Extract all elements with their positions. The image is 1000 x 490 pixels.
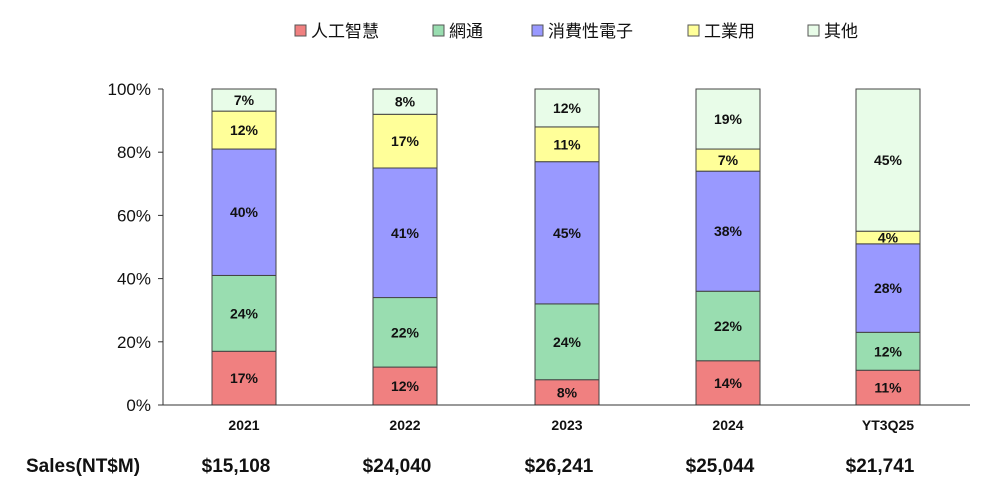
- legend-label: 人工智慧: [311, 22, 379, 42]
- bar-segment: [534, 88, 600, 128]
- sales-value: $21,741: [846, 456, 915, 477]
- y-tick-label: 80%: [117, 143, 151, 162]
- data-label: 7%: [234, 92, 255, 108]
- x-tick-label: 2021: [228, 417, 259, 433]
- bar-segment: [372, 88, 438, 115]
- bar-segment: [695, 170, 761, 292]
- y-tick-label: 0%: [126, 396, 151, 415]
- data-label: 38%: [714, 223, 743, 239]
- data-label: 4%: [878, 230, 899, 246]
- data-label: 7%: [718, 152, 739, 168]
- data-label: 45%: [553, 225, 582, 241]
- legend: 人工智慧 網通 消費性電子 工業用 其他: [294, 22, 858, 42]
- bar-segment: [211, 274, 277, 352]
- bar-segment: [855, 243, 921, 333]
- x-tick-label: YT3Q25: [862, 417, 914, 433]
- bar-segment: [372, 113, 438, 169]
- legend-swatch: [432, 24, 445, 37]
- data-label: 17%: [230, 370, 259, 386]
- bar-segment: [855, 88, 921, 232]
- y-tick-label: 60%: [117, 206, 151, 225]
- bars: 17% 24% 40% 12% 7% 12% 22% 41% 17% 8% 8% 24% 45% 11% 1…: [211, 88, 921, 406]
- data-label: 11%: [874, 380, 902, 396]
- data-label: 24%: [230, 305, 259, 321]
- sales-row-label: Sales(NT$M): [26, 456, 140, 477]
- bar-segment: [211, 110, 277, 150]
- bar-segment: [534, 161, 600, 305]
- bar-segment: [372, 366, 438, 406]
- x-tick-label: 2024: [712, 417, 743, 433]
- data-label: 19%: [714, 111, 743, 127]
- data-label: 12%: [874, 343, 903, 359]
- bar-segment: [534, 126, 600, 163]
- data-label: 22%: [714, 318, 743, 334]
- bar-segment: [695, 290, 761, 362]
- sales-value: $24,040: [363, 456, 432, 477]
- sales-value: $15,108: [202, 456, 271, 477]
- legend-swatch: [807, 24, 820, 37]
- data-label: 8%: [557, 384, 578, 400]
- data-label: 8%: [395, 94, 416, 110]
- legend-label: 網通: [449, 22, 483, 42]
- x-axis: 2021 2022 2023 2024 YT3Q25: [163, 404, 970, 433]
- data-label: 12%: [230, 122, 259, 138]
- bar-segment: [855, 331, 921, 371]
- x-tick-label: 2022: [389, 417, 420, 433]
- bar-segment: [211, 148, 277, 276]
- y-tick-label: 40%: [117, 270, 151, 289]
- sales-value: $26,241: [525, 456, 594, 477]
- data-label: 12%: [391, 378, 420, 394]
- y-axis: 0% 20% 40% 60% 80% 100%: [108, 80, 164, 415]
- legend-swatch: [687, 24, 700, 37]
- sales-row: Sales(NT$M) $15,108 $24,040 $26,241 $25,044 $…: [26, 456, 915, 477]
- legend-swatch: [294, 24, 307, 37]
- legend-label: 工業用: [704, 22, 755, 42]
- data-label: 28%: [874, 280, 903, 296]
- data-label: 11%: [553, 136, 581, 152]
- data-label: 40%: [230, 204, 259, 220]
- legend-swatch: [531, 24, 544, 37]
- bar-segment: [211, 88, 277, 112]
- y-tick-label: 20%: [117, 333, 151, 352]
- data-label: 45%: [874, 152, 903, 168]
- legend-label: 消費性電子: [548, 22, 633, 42]
- sales-value: $25,044: [686, 456, 755, 477]
- data-label: 12%: [553, 100, 582, 116]
- bar-segment: [534, 379, 600, 406]
- data-label: 22%: [391, 324, 420, 340]
- data-label: 24%: [553, 334, 582, 350]
- data-label: 17%: [391, 133, 420, 149]
- bar-segment: [372, 167, 438, 299]
- bar-segment: [372, 297, 438, 368]
- y-tick-label: 100%: [108, 80, 151, 99]
- x-tick-label: 2023: [551, 417, 582, 433]
- bar-segment: [695, 88, 761, 150]
- data-label: 41%: [391, 225, 420, 241]
- data-label: 14%: [714, 375, 743, 391]
- legend-label: 其他: [824, 22, 858, 42]
- bar-segment: [534, 303, 600, 381]
